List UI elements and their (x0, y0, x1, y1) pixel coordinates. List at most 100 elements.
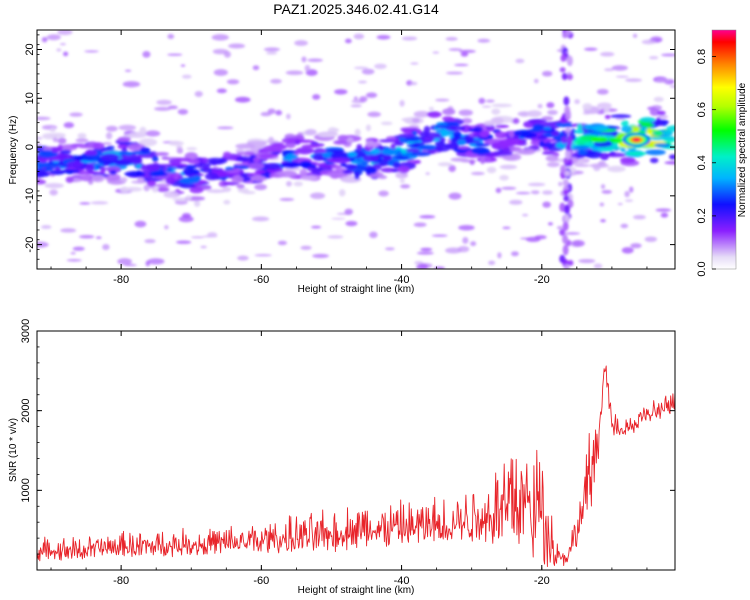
spectrogram-cell (365, 167, 378, 175)
spectrogram-cell (367, 111, 381, 118)
spectrogram-cell (481, 105, 492, 108)
spectrogram-cell (378, 139, 394, 143)
spectrogram-cell (448, 164, 456, 172)
snr-y-tick-label: 1000 (20, 478, 32, 502)
spectrogram-cell (458, 224, 475, 231)
spectrogram-cell (632, 214, 646, 220)
spectrogram-cell (562, 179, 569, 187)
spectrogram-cell (228, 43, 246, 49)
spectrogram-cell (565, 143, 572, 152)
spectrogram-cell (102, 162, 111, 166)
spectrogram-cell (226, 79, 240, 85)
spectrogram-cell (565, 127, 572, 134)
spectrogram-cell (621, 125, 633, 133)
spectrogram-cell (542, 147, 549, 151)
spectrogram-cell (548, 222, 553, 226)
spectrogram-cell (497, 252, 502, 259)
spectrogram-cell (417, 144, 439, 151)
spectrogram-cell (542, 201, 551, 208)
spectrogram-cell (70, 251, 76, 255)
spectrogram-cell (295, 147, 315, 155)
spectrogram-cell (63, 51, 69, 57)
spectrogram-cell (566, 55, 573, 67)
spectrogram-cell (402, 130, 412, 134)
spectrogram-cell (416, 263, 429, 269)
spectrogram-cell (120, 177, 128, 183)
spectrogram-cell (37, 241, 49, 248)
spectrogram-cell (385, 247, 395, 251)
spectrogram-cell (655, 208, 672, 212)
spectrogram-cell (499, 174, 509, 181)
spectrogram-cell (37, 142, 42, 147)
spectrogram-cell (562, 189, 569, 196)
spectrogram-cell (561, 72, 568, 81)
spectrogram-cell (639, 117, 656, 123)
spectrogram-cell (445, 71, 464, 75)
spectrogram-cell (136, 170, 142, 176)
spectrogram-cell (515, 191, 531, 195)
colorbar: 0.0 0.2 0.4 0.6 0.8 Normalized spectral ampl… (696, 29, 748, 277)
spectrogram-y-ticks: 20 10 0 -10 -20 (24, 34, 675, 270)
colorbar-tick-label: 0.2 (696, 208, 708, 223)
spectrogram-cell (354, 171, 360, 180)
spectrogram-cell (370, 148, 381, 155)
spectrogram-cell (508, 131, 515, 138)
spectrogram-cell (49, 128, 56, 132)
spectrogram-x-label: Height of straight line (km) (298, 284, 415, 295)
spectrogram-cell (562, 185, 569, 192)
spectrogram-cell (495, 124, 509, 129)
spectrogram-cell (79, 202, 91, 205)
colorbar-frame (711, 29, 737, 270)
spectrogram-cell (563, 96, 570, 106)
spectrogram-cell (330, 151, 349, 160)
spectrogram-cell (445, 247, 462, 254)
spectrogram-cell (105, 125, 118, 132)
spectrogram-cell (59, 43, 67, 46)
spectrogram-cell (93, 164, 99, 171)
spectrogram-cell (365, 92, 378, 98)
spectrogram-cell (254, 169, 267, 174)
spectrogram-cell (468, 128, 480, 132)
spectrogram-cell (344, 208, 353, 215)
spectrogram-cell (114, 160, 132, 166)
spectrogram-cell (546, 161, 560, 168)
spectrogram-cell (664, 161, 675, 165)
spectrogram-cell (37, 164, 59, 168)
spectrogram-cell (72, 246, 85, 251)
spectrogram-cell (559, 228, 566, 236)
spectrogram-cell (270, 78, 282, 84)
spectrogram-cell (118, 124, 137, 131)
spectrogram-cell (617, 202, 623, 206)
spectrogram-cell (632, 33, 638, 38)
spectrogram-cell (217, 126, 234, 130)
spectrogram-cell (57, 30, 73, 36)
spectrogram-cell (193, 200, 201, 207)
spectrogram-cell (562, 244, 569, 256)
spectrogram-cell (177, 108, 189, 115)
spectrogram-cell (469, 159, 475, 165)
spectrogram-cell (599, 202, 605, 207)
spectrogram-cell (139, 126, 147, 135)
spectrogram-cell (559, 254, 566, 264)
spectrogram-cell (308, 163, 317, 169)
spectrogram-cell (607, 165, 626, 173)
spectrogram-cell (502, 226, 511, 230)
spectrogram-x-tick-label: -20 (534, 274, 550, 286)
spectrogram-cell (124, 186, 143, 192)
spectrogram-cell (117, 258, 132, 265)
spectrogram-cell (669, 85, 675, 88)
spectrogram-cell (211, 34, 229, 41)
spectrogram-cell (294, 139, 315, 143)
spectrogram-cell (254, 183, 267, 191)
spectrogram-cell (484, 157, 492, 162)
spectrogram-cell (470, 171, 485, 176)
spectrogram-cell (411, 118, 420, 123)
spectrogram-cell (424, 132, 442, 139)
spectrogram-cell (44, 182, 64, 189)
spectrogram-cell (151, 155, 159, 163)
spectrogram-cell (286, 113, 291, 120)
spectrogram-cell (564, 148, 571, 160)
spectrogram-cell (75, 138, 89, 143)
spectrogram-cell (563, 264, 570, 269)
spectrogram-cell (312, 253, 330, 259)
